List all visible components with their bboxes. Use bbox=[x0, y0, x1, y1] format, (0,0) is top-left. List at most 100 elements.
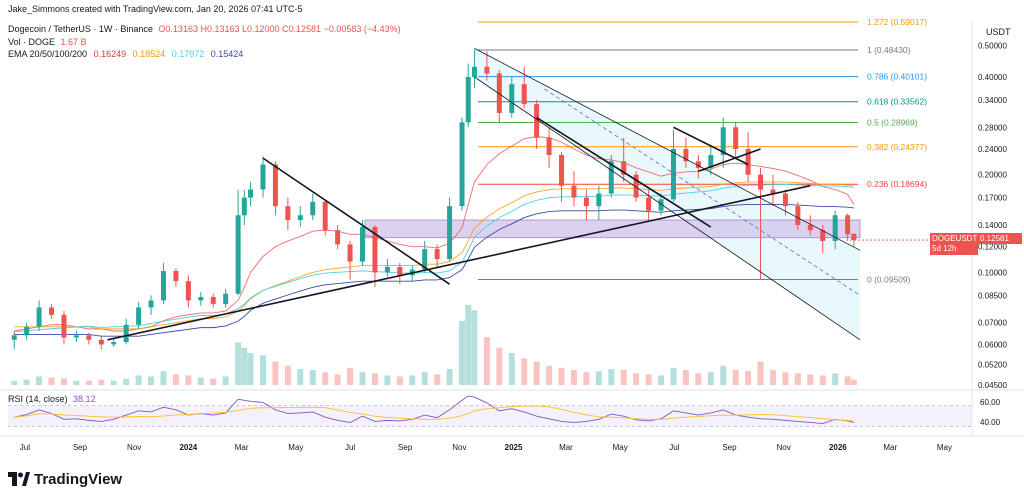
rsi-ma-line bbox=[14, 405, 854, 422]
time-tick-label: Mar bbox=[883, 443, 897, 452]
volume-bar bbox=[98, 379, 105, 385]
time-tick-label: May bbox=[937, 443, 952, 452]
volume-bar bbox=[695, 373, 702, 385]
ema-legend[interactable]: EMA 20/50/100/200 0.16249 0.18524 0.1797… bbox=[8, 49, 247, 59]
volume-bar bbox=[259, 355, 266, 385]
rsi-legend[interactable]: RSI (14, close) 38.12 bbox=[8, 394, 96, 404]
fib-level-label: 1 (0.48430) bbox=[867, 45, 911, 55]
candle-body bbox=[820, 230, 826, 241]
price-tick-label: 0.17000 bbox=[978, 194, 1007, 203]
candle-body bbox=[534, 104, 540, 138]
candlestick bbox=[807, 215, 813, 236]
symbol-legend[interactable]: Dogecoin / TetherUS · 1W · Binance O0.13… bbox=[8, 24, 401, 34]
candlestick bbox=[148, 295, 154, 315]
candle-body bbox=[782, 193, 788, 207]
candlestick bbox=[285, 197, 291, 231]
candle-body bbox=[770, 189, 776, 194]
price-tick-label: 0.10000 bbox=[978, 268, 1007, 277]
candle-body bbox=[646, 197, 652, 211]
candle-body bbox=[807, 224, 813, 231]
candlestick bbox=[670, 129, 676, 202]
time-tick-label: 2025 bbox=[505, 443, 523, 452]
volume-bar bbox=[172, 374, 179, 385]
candle-body bbox=[621, 161, 627, 175]
candle-body bbox=[633, 174, 639, 198]
candlestick bbox=[484, 51, 490, 81]
candlestick bbox=[708, 146, 714, 175]
candlestick bbox=[335, 224, 341, 250]
candle-body bbox=[509, 84, 515, 113]
candle-body bbox=[372, 227, 378, 273]
candlestick bbox=[832, 210, 838, 250]
candlestick bbox=[496, 70, 502, 123]
volume-bar bbox=[197, 377, 204, 385]
volume-bar bbox=[595, 371, 602, 385]
rsi-value: 38.12 bbox=[73, 394, 96, 404]
candle-body bbox=[496, 73, 502, 113]
volume-bar bbox=[36, 376, 43, 385]
volume-bar bbox=[421, 372, 428, 385]
candlestick bbox=[845, 213, 851, 241]
candle-body bbox=[546, 137, 552, 156]
time-tick-label: May bbox=[613, 443, 628, 452]
volume-bar bbox=[272, 361, 279, 385]
candlestick bbox=[198, 292, 204, 306]
volume-bar bbox=[123, 378, 130, 385]
currency-label: USDT bbox=[986, 27, 1011, 37]
candle-body bbox=[559, 155, 565, 186]
tradingview-wordmark: TradingView bbox=[34, 470, 123, 488]
ema100-value: 0.17972 bbox=[171, 49, 205, 59]
candle-body bbox=[111, 342, 117, 345]
candle-body bbox=[471, 66, 477, 77]
candlestick bbox=[310, 193, 316, 221]
candlestick bbox=[608, 155, 614, 198]
candlestick bbox=[546, 127, 552, 168]
volume-legend[interactable]: Vol · DOGE 1.67 B bbox=[8, 37, 87, 47]
volume-bar bbox=[409, 375, 416, 385]
price-tick-label: 0.24000 bbox=[978, 145, 1007, 154]
time-tick-label: Nov bbox=[127, 443, 141, 452]
candlestick bbox=[248, 181, 254, 207]
volume-bar bbox=[670, 367, 677, 385]
candlestick bbox=[24, 322, 30, 340]
ema100-line bbox=[14, 184, 854, 333]
candle-body bbox=[86, 335, 92, 340]
candle-body bbox=[11, 335, 17, 340]
volume-bar bbox=[396, 376, 403, 385]
volume-bar bbox=[608, 369, 615, 385]
fib-level-label: 0.236 (0.18694) bbox=[867, 179, 927, 189]
candlestick bbox=[260, 156, 266, 198]
candlestick bbox=[297, 206, 303, 228]
candle-body bbox=[384, 266, 390, 273]
countdown-text: 5d 12h bbox=[932, 244, 957, 253]
price-tick-label: 0.20000 bbox=[978, 171, 1007, 180]
candlestick bbox=[583, 189, 589, 221]
tradingview-logo[interactable]: TradingView bbox=[8, 469, 122, 489]
rsi-label: RSI (14, close) bbox=[8, 394, 68, 404]
candle-body bbox=[322, 201, 328, 231]
candle-body bbox=[310, 201, 316, 216]
ema200-value: 0.15424 bbox=[210, 49, 244, 59]
candlestick bbox=[49, 303, 55, 319]
candle-body bbox=[434, 249, 440, 259]
candle-body bbox=[695, 161, 701, 168]
time-tick-label: Mar bbox=[235, 443, 249, 452]
candle-body bbox=[297, 215, 303, 221]
ohlc-values: O0.13163 H0.13163 L0.12000 C0.12581 −0.0… bbox=[158, 24, 401, 34]
candle-body bbox=[198, 297, 204, 301]
candlestick bbox=[465, 63, 471, 128]
time-tick-label: May bbox=[288, 443, 303, 452]
volume-bar bbox=[148, 376, 155, 385]
wedge-lower-line bbox=[698, 148, 761, 172]
volume-value: 1.67 B bbox=[60, 37, 87, 47]
candle-body bbox=[851, 233, 857, 241]
price-tick-label: 0.28000 bbox=[978, 123, 1007, 132]
volume-bar bbox=[446, 369, 453, 385]
volume-bar bbox=[707, 372, 714, 385]
candlestick bbox=[770, 174, 776, 207]
candle-body bbox=[335, 230, 341, 245]
volume-bar bbox=[322, 372, 329, 385]
fib-level-label: 1.272 (0.59017) bbox=[867, 17, 927, 27]
candle-body bbox=[24, 326, 30, 336]
